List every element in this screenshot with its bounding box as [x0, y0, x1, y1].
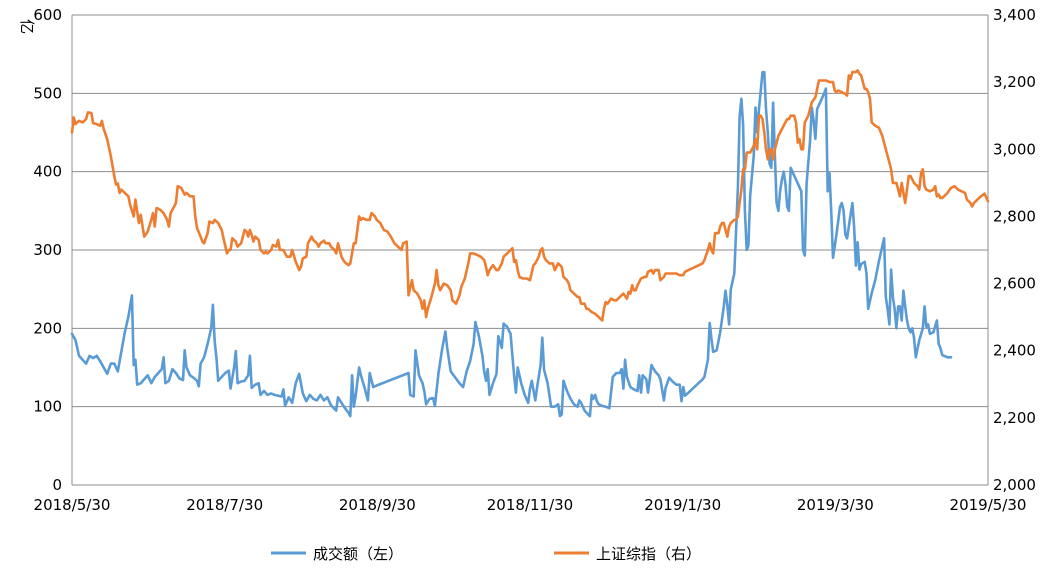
x-tick-label: 2018/11/30 — [487, 496, 573, 514]
series-line-0 — [70, 70, 953, 418]
left-axis-ticks: 0 100 200 300 400 500 600 — [33, 6, 62, 494]
right-tick-label: 2,400 — [993, 342, 1036, 360]
left-tick-label: 300 — [33, 241, 62, 259]
left-tick-label: 400 — [33, 163, 62, 181]
right-tick-label: 3,200 — [993, 73, 1036, 91]
legend-label-series-1: 上证综指（右） — [596, 545, 701, 563]
right-tick-label: 3,400 — [993, 6, 1036, 24]
axes — [71, 15, 989, 485]
left-tick-label: 600 — [33, 6, 62, 24]
left-tick-label: 500 — [33, 84, 62, 102]
left-tick-label: 0 — [52, 476, 62, 494]
right-tick-label: 2,000 — [993, 476, 1036, 494]
x-tick-label: 2019/3/30 — [797, 496, 874, 514]
right-tick-label: 2,600 — [993, 275, 1036, 293]
right-tick-label: 2,800 — [993, 207, 1036, 225]
x-tick-label: 2019/5/30 — [950, 496, 1027, 514]
legend-label-series-0: 成交额（左） — [313, 545, 403, 563]
left-axis-unit-label: 亿 — [18, 19, 36, 34]
right-tick-label: 3,000 — [993, 140, 1036, 158]
series-layer — [70, 69, 990, 418]
left-tick-label: 100 — [33, 398, 62, 416]
x-tick-label: 2018/5/30 — [34, 496, 111, 514]
x-tick-label: 2018/7/30 — [186, 496, 263, 514]
right-axis-ticks: 2,000 2,200 2,400 2,600 2,800 3,000 3,200 3,400 — [993, 6, 1036, 494]
right-tick-label: 2,200 — [993, 409, 1036, 427]
gridlines — [72, 14, 988, 486]
x-tick-label: 2019/1/30 — [644, 496, 721, 514]
legend: 成交额（左） 上证综指（右） — [271, 545, 701, 563]
left-tick-label: 200 — [33, 319, 62, 337]
x-axis-ticks: 2018/5/30 2018/7/30 2018/9/30 2018/11/30 201… — [34, 496, 1027, 514]
series-line-1 — [70, 69, 990, 322]
x-tick-label: 2018/9/30 — [339, 496, 416, 514]
